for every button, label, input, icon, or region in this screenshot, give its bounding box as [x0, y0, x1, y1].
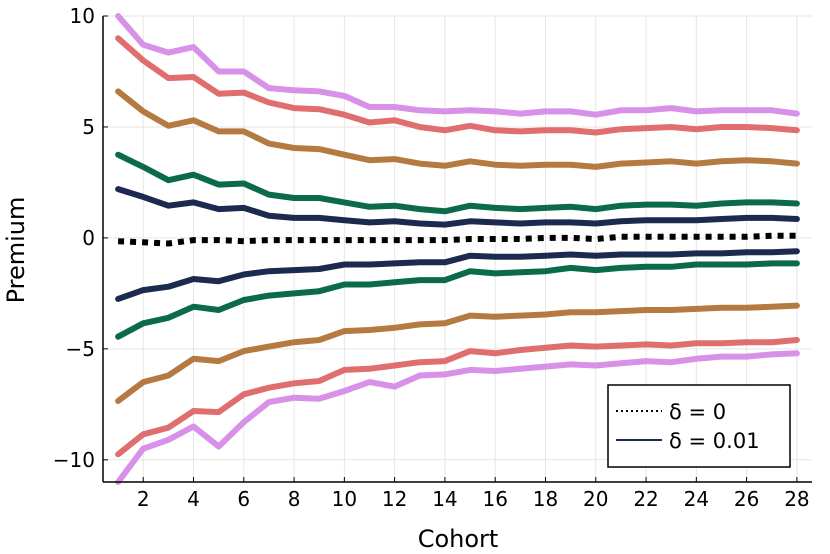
series-line-red-upper: [115, 35, 800, 136]
y-tick-label: −10: [53, 448, 95, 472]
x-tick-label: 2: [137, 487, 150, 511]
y-tick-label: 10: [70, 4, 95, 28]
series-line-red-lower: [115, 337, 800, 458]
x-axis-title: Cohort: [418, 525, 499, 553]
legend: δ = 0 δ = 0.01: [607, 384, 791, 468]
series-line-navy-lower: [115, 248, 800, 302]
series-line-brown-upper: [115, 88, 800, 170]
y-axis-title: Premium: [2, 197, 30, 304]
x-tick-label: 28: [784, 487, 809, 511]
series-line-navy-upper: [115, 186, 800, 228]
series-line-green-upper: [115, 151, 800, 215]
series-line-delta0-black: [117, 232, 797, 247]
series-line-brown-lower: [115, 302, 800, 404]
series-line-violet-lower: [115, 350, 800, 485]
x-tick-label: 22: [633, 487, 658, 511]
series-line-green-lower: [115, 260, 800, 340]
series-line-violet-upper: [115, 13, 800, 118]
y-tick-label: 5: [82, 115, 95, 139]
y-tick-label: −5: [66, 337, 95, 361]
x-tick-label: 14: [432, 487, 457, 511]
x-tick-label: 24: [684, 487, 709, 511]
x-tick-label: 12: [382, 487, 407, 511]
y-tick-label: 0: [82, 226, 95, 250]
x-tick-label: 20: [583, 487, 608, 511]
x-tick-label: 26: [734, 487, 759, 511]
x-tick-label: 8: [288, 487, 301, 511]
x-tick-label: 6: [237, 487, 250, 511]
x-tick-label: 4: [187, 487, 200, 511]
legend-box: [607, 384, 791, 468]
legend-label-delta-0: δ = 0: [669, 400, 726, 424]
x-tick-label: 10: [332, 487, 357, 511]
series-layer: [115, 13, 800, 485]
x-tick-label: 16: [482, 487, 507, 511]
legend-label-delta-001: δ = 0.01: [669, 429, 760, 453]
x-tick-label: 18: [533, 487, 558, 511]
